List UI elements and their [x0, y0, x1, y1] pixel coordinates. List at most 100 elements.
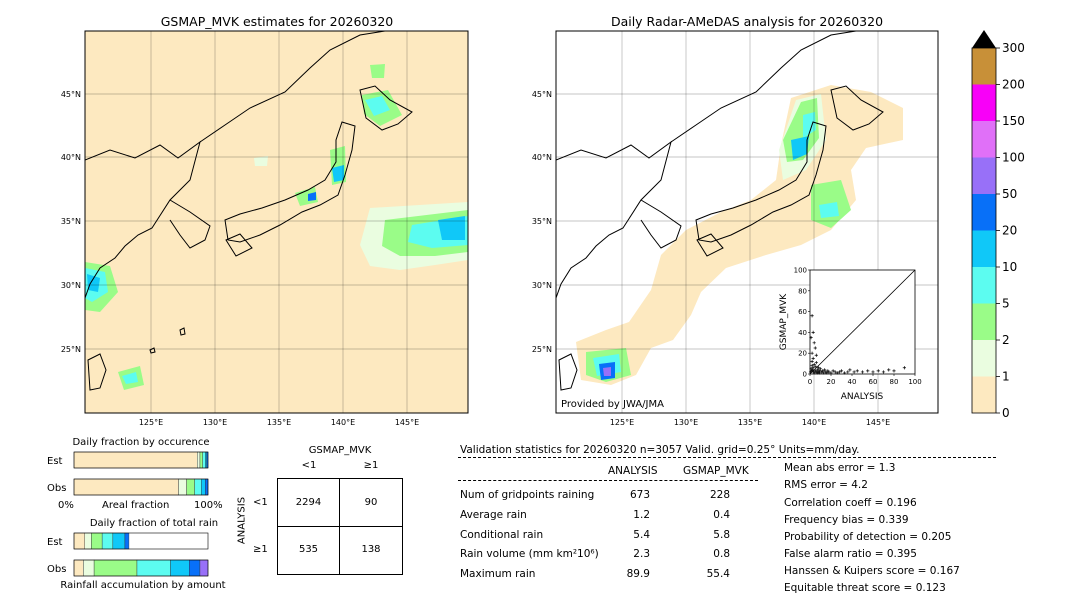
lat-tick: 25°N — [61, 345, 81, 354]
ct-cell: 90 — [364, 497, 378, 508]
scatter-point — [811, 356, 815, 360]
lat-tick: 35°N — [532, 217, 552, 226]
scatter-point — [817, 371, 822, 375]
rain-obs-label: Obs — [47, 564, 67, 575]
scatter-xtick: 0 — [808, 378, 812, 386]
scatter-point — [846, 370, 850, 374]
lon-tick: 140°E — [331, 418, 355, 427]
score: Correlation coeff = 0.196 — [784, 497, 917, 509]
stat-analysis: 2.3 — [633, 548, 650, 560]
ct-cell: 138 — [361, 544, 381, 555]
bar-segment — [136, 559, 171, 577]
scatter-point — [818, 367, 823, 371]
scatter-point — [813, 346, 817, 350]
scatter-point — [902, 366, 906, 370]
stat-label: Num of gridpoints raining — [460, 489, 595, 501]
bar-segment — [83, 559, 95, 577]
scatter-point — [810, 364, 814, 368]
scatter-ytick: 100 — [794, 267, 807, 275]
ct-cell: 535 — [298, 544, 319, 555]
bar-segment — [199, 451, 203, 469]
colorbar-label: 150 — [1002, 114, 1025, 128]
ct-col-ge1: ≥1 — [363, 460, 379, 471]
occ-est-label: Est — [47, 456, 63, 467]
lat-tick: 40°N — [61, 153, 81, 162]
left-map-title: GSMAP_MVK estimates for 20260320 — [160, 14, 394, 29]
colorbar: 0 1 2 5 10 20 50 100 150 200 300 — [971, 30, 1025, 420]
scatter-point — [822, 371, 826, 375]
colorbar-segment — [972, 48, 996, 85]
lat-tick: 45°N — [61, 90, 81, 99]
lon-tick: 130°E — [203, 418, 227, 427]
right-map-title: Daily Radar-AMeDAS analysis for 20260320 — [610, 14, 884, 29]
scatter-point — [810, 351, 814, 355]
scatter-point — [860, 370, 865, 374]
colorbar-segment — [972, 303, 996, 340]
ct-ylabel: ANALYSIS — [236, 496, 248, 545]
bar-segment — [170, 559, 190, 577]
scatter-point — [825, 371, 829, 375]
validation-divider — [458, 480, 758, 481]
radar-coverage — [576, 85, 903, 385]
lat-tick: 30°N — [61, 281, 81, 290]
stat-gsmap: 228 — [709, 489, 730, 501]
stat-analysis: 673 — [629, 489, 650, 501]
rain-title: Daily fraction of total rain — [89, 518, 219, 529]
rain-bars — [73, 532, 209, 577]
scatter-point — [814, 360, 818, 365]
lon-tick: 125°E — [610, 418, 634, 427]
bar-segment — [205, 451, 207, 469]
scatter-point — [833, 370, 837, 374]
stat-label: Average rain — [460, 509, 527, 521]
bar-segment — [189, 559, 201, 577]
bar-outline — [73, 451, 209, 469]
scatter-point — [809, 336, 813, 340]
stat-label: Conditional rain — [460, 529, 544, 541]
contingency-table: 2294 90 535 138 — [277, 478, 403, 575]
stat-gsmap: 55.4 — [706, 568, 730, 580]
stat-gsmap: 0.4 — [713, 509, 730, 521]
validation-header: Validation statistics for 20260320 n=305… — [460, 444, 860, 456]
lat-tick: 40°N — [532, 153, 552, 162]
scatter-point — [812, 371, 816, 375]
colorbar-label: 100 — [1002, 151, 1025, 165]
scatter-point — [866, 369, 870, 373]
colorbar-label: 50 — [1002, 187, 1017, 201]
ct-row-ge1: ≥1 — [253, 544, 268, 555]
scatter-point — [876, 369, 880, 373]
scatter-xlabel: ANALYSIS — [841, 392, 884, 402]
scatter-point — [815, 368, 819, 372]
stat-analysis: 5.4 — [633, 529, 650, 541]
scatter-point — [812, 341, 816, 345]
scatter-point — [887, 368, 891, 372]
score: False alarm ratio = 0.395 — [784, 548, 917, 560]
ct-cell: 2294 — [295, 497, 322, 508]
scatter-xtick: 100 — [908, 378, 921, 386]
stat-analysis: 89.9 — [626, 568, 650, 580]
scatter-point — [810, 314, 814, 318]
scatter-inset: 0 20 40 60 80 100 0 20 40 60 80 100 ANALYSIS GSMAP… — [779, 267, 922, 403]
colorbar-segment — [972, 230, 996, 267]
scatter-point — [816, 366, 820, 370]
bar-outline — [73, 478, 209, 496]
scatter-point — [843, 371, 847, 375]
scatter-point — [848, 368, 852, 372]
scatter-xtick: 40 — [848, 378, 857, 386]
colorbar-segment — [972, 194, 996, 231]
scatter-ylabel: GSMAP_MVK — [779, 293, 789, 350]
scatter-point — [814, 353, 818, 357]
lat-tick: 30°N — [532, 281, 552, 290]
colorbar-label: 200 — [1002, 78, 1025, 92]
scatter-point — [812, 363, 816, 367]
score: Mean abs error = 1.3 — [784, 462, 896, 474]
colorbar-label: 1 — [1002, 370, 1010, 384]
ct-row-lt1: <1 — [253, 497, 268, 508]
scatter-point — [810, 359, 814, 364]
bar-segment — [73, 532, 85, 550]
scatter-point — [811, 366, 815, 370]
colorbar-label: 300 — [1002, 41, 1025, 55]
lon-tick: 145°E — [395, 418, 419, 427]
scatter-point — [892, 369, 896, 373]
bar-segment — [194, 478, 202, 496]
bar-outline — [73, 532, 209, 550]
